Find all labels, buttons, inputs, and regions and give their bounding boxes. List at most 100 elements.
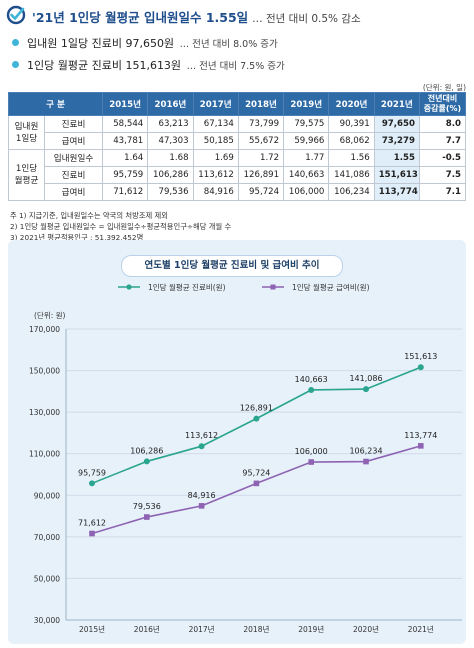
x-tick-label: 2021년 (408, 624, 434, 634)
note-line: 주 1) 지급기준, 입내원일수는 약국의 처방조제 제외 (10, 211, 168, 220)
x-tick-label: 2018년 (243, 624, 269, 634)
table-notes: 주 1) 지급기준, 입내원일수는 약국의 처방조제 제외 2) 1인당 월평균… (10, 210, 231, 243)
data-label: 71,612 (78, 519, 106, 528)
series-line (91, 366, 422, 485)
data-point (308, 386, 315, 393)
header-year: 2015년 (101, 92, 149, 116)
data-point (143, 458, 150, 465)
row-group-label: 입내원 1일당 (8, 115, 45, 150)
check-circle-icon (6, 5, 26, 25)
table-cell: 1.55 (373, 149, 421, 167)
bullet-sub: … 전년 대비 8.0% 증가 (179, 39, 278, 50)
header-year: 2018년 (237, 92, 285, 116)
data-label: 151,613 (404, 352, 437, 361)
data-label: 106,234 (349, 447, 382, 456)
table-cell: 113,774 (373, 183, 421, 201)
data-label: 113,774 (404, 431, 437, 440)
bullet-sub: … 전년 대비 7.5% 증가 (186, 61, 285, 72)
data-label: 106,000 (295, 447, 328, 456)
table-cell: 97,650 (373, 115, 421, 133)
series-line (91, 445, 422, 535)
bullet-main: 입내원 1일당 진료비 97,650원 (27, 37, 175, 50)
bullet-dot-icon (12, 61, 19, 68)
row-group-label-line: 1일당 (15, 133, 38, 144)
header-year: 2016년 (147, 92, 194, 116)
data-label: 113,612 (185, 431, 218, 440)
table-cell: 95,724 (237, 183, 285, 201)
chart-title: 연도별 1인당 월평균 진료비 및 급여비 추이 (121, 255, 343, 277)
x-tick-label: 2019년 (298, 624, 324, 634)
row-group-label-line: 1인당 (15, 164, 38, 174)
data-point (198, 503, 205, 509)
x-tick-label: 2015년 (79, 624, 105, 634)
y-tick-label: 90,000 (34, 491, 60, 500)
bullet-dot-icon (12, 39, 19, 46)
data-point (89, 480, 95, 487)
bullet-item: 입내원 1일당 진료비 97,650원 … 전년 대비 8.0% 증가 (12, 35, 278, 51)
y-tick-label: 30,000 (34, 616, 60, 625)
legend-label: 1인당 월평균 급여비(원) (292, 282, 370, 292)
legend-marker (126, 284, 132, 290)
change-cell: 7.1 (419, 183, 466, 201)
x-tick-label: 2017년 (189, 624, 215, 634)
table-cell: 79,536 (147, 183, 194, 201)
data-label: 79,536 (133, 502, 161, 511)
table-header-row: 구 분 2015년 2016년 2017년 2018년 2019년 2020년 … (8, 92, 466, 116)
table-row: 입내원 1일당 진료비 58,544 63,213 67,134 73,799 79,575 9… (8, 115, 466, 150)
legend-marker (270, 284, 276, 290)
data-label: 95,759 (78, 468, 106, 477)
y-tick-label: 110,000 (29, 450, 60, 459)
table-row: 급여비 43,781 47,303 50,185 55,672 59,966 68,062 7… (9, 132, 466, 150)
data-point (308, 459, 314, 465)
data-point (253, 415, 260, 422)
header-year: 2017년 (192, 92, 239, 116)
data-point (144, 514, 150, 520)
bullet-item: 1인당 월평균 진료비 151,613원 … 전년 대비 7.5% 증가 (12, 57, 285, 73)
header-change-line2: 증감률(%) (423, 104, 462, 113)
title-subtext: … 전년 대비 0.5% 감소 (252, 13, 361, 25)
x-tick-label: 2020년 (353, 624, 379, 634)
x-tick-label: 2016년 (134, 624, 160, 634)
table-cell: 73,279 (373, 132, 421, 150)
page-title: '21년 1인당 월평균 입내원일수 1.55일… 전년 대비 0.5% 감소 (32, 7, 361, 26)
y-axis-label: (단위: 원) (34, 310, 66, 320)
row-group-label-line: 입내원 (14, 121, 39, 132)
data-point (89, 530, 95, 537)
note-line: 2) 1인당 월평균 입내원일수 = 입내원일수÷평균적용인구÷해당 개월 수 (10, 222, 232, 231)
data-label: 140,663 (295, 375, 328, 384)
data-point (418, 443, 424, 449)
header-category: 구 분 (8, 92, 103, 116)
bullet-main: 1인당 월평균 진료비 151,613원 (27, 59, 182, 72)
data-label: 84,916 (188, 491, 216, 500)
data-point (198, 443, 205, 450)
data-label: 106,286 (130, 446, 163, 455)
header-year: 2020년 (328, 92, 375, 116)
header-change: 전년대비 증감률(%) (419, 92, 466, 116)
data-point (363, 386, 369, 393)
note-line: 3) 2021년 평균적용인구 : 51,392,452명 (10, 233, 144, 242)
header-change-line1: 전년대비 (427, 94, 458, 103)
table-row: 급여비 71,612 79,536 84,916 95,724 106,000 106,23… (9, 183, 466, 201)
table-unit: (단위: 원, 일) (422, 83, 466, 92)
data-label: 95,724 (242, 468, 270, 477)
data-label: 126,891 (240, 404, 273, 413)
data-point (417, 364, 424, 371)
data-point (253, 480, 260, 487)
y-tick-label: 50,000 (34, 574, 60, 583)
table-row: 진료비 95,759 106,286 113,612 126,891 140,663 141… (9, 166, 466, 184)
y-tick-label: 70,000 (34, 533, 60, 542)
data-label: 141,086 (349, 374, 382, 383)
y-tick-label: 130,000 (29, 408, 60, 417)
table-cell: 71,612 (101, 183, 149, 201)
y-tick-label: 170,000 (29, 325, 60, 334)
title-text: '21년 1인당 월평균 입내원일수 1.55일 (32, 10, 249, 25)
section-header: '21년 1인당 월평균 입내원일수 1.55일… 전년 대비 0.5% 감소 (6, 4, 468, 26)
header-year: 2021년 (373, 92, 421, 116)
stats-table: 구 분 2015년 2016년 2017년 2018년 2019년 2020년 … (8, 92, 466, 201)
legend-label: 1인당 월평균 진료비(원) (148, 282, 226, 292)
y-tick-label: 150,000 (29, 367, 60, 376)
row-group-label-line: 월평균 (14, 176, 39, 186)
data-point (363, 458, 369, 465)
